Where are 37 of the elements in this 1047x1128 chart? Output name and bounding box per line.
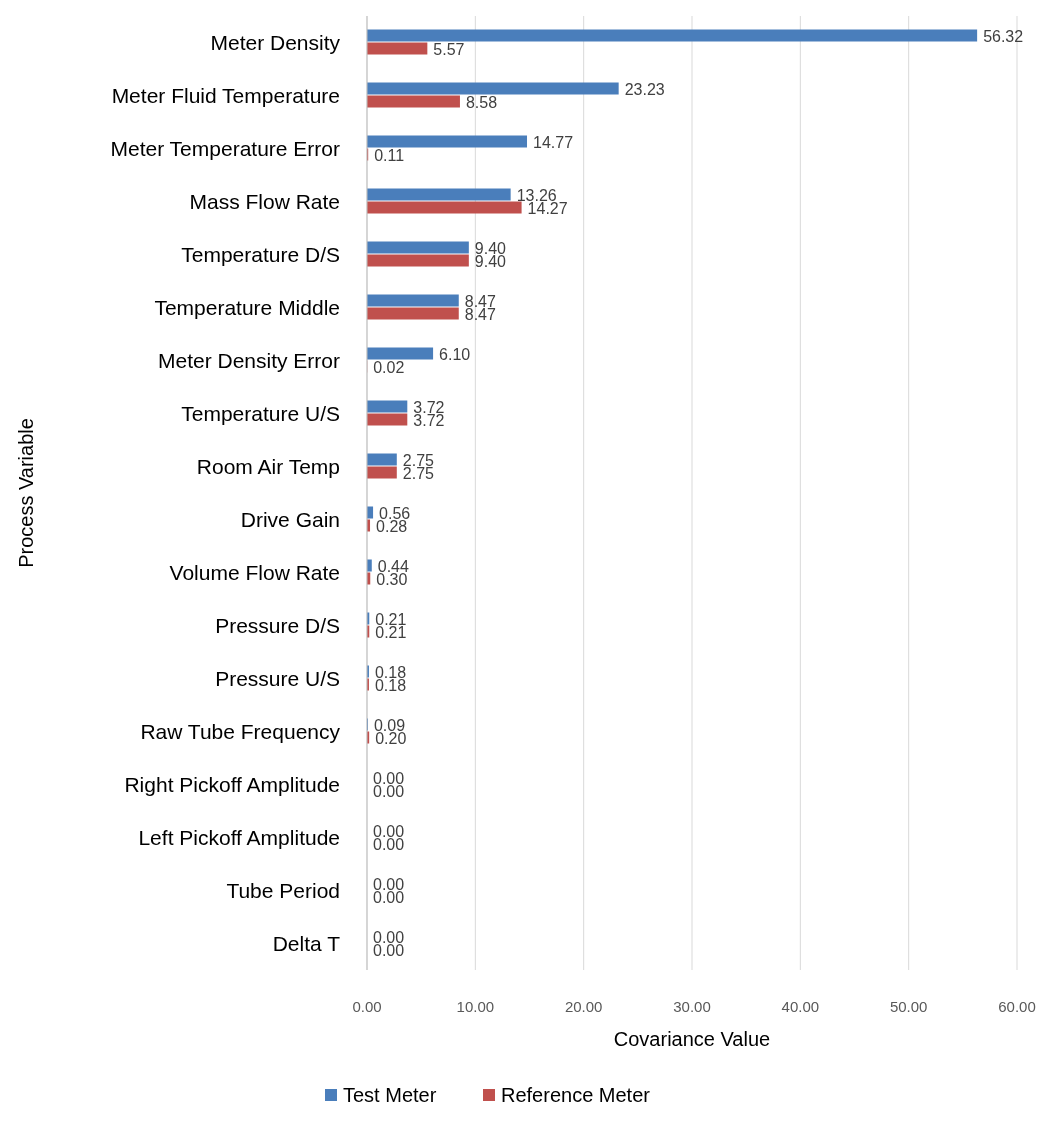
y-tick-label: Meter Fluid Temperature <box>111 84 340 107</box>
data-label: 56.32 <box>983 27 1024 45</box>
data-label: 5.57 <box>433 40 465 58</box>
x-tick-label: 20.00 <box>564 998 603 1015</box>
y-tick-label: Delta T <box>272 932 341 955</box>
data-label: 0.11 <box>374 146 405 164</box>
y-tick-label: Tube Period <box>226 879 340 902</box>
data-label: 8.58 <box>465 93 498 111</box>
y-tick-label: Meter Temperature Error <box>110 137 340 160</box>
y-tick-label: Pressure U/S <box>215 667 340 690</box>
data-label: 0.02 <box>373 358 405 376</box>
y-tick-label: Room Air Temp <box>196 455 340 478</box>
legend-label: Reference Meter <box>501 1084 651 1106</box>
y-tick-label: Right Pickoff Amplitude <box>124 773 340 796</box>
x-tick-label: 10.00 <box>456 998 495 1015</box>
y-tick-label: Meter Density Error <box>157 349 340 372</box>
y-tick-label: Temperature U/S <box>181 402 340 425</box>
data-label: 14.77 <box>533 133 574 151</box>
y-tick-label: Meter Density <box>210 31 341 54</box>
x-tick-label: 60.00 <box>998 998 1036 1015</box>
x-tick-label: 40.00 <box>781 998 820 1015</box>
y-tick-label: Left Pickoff Amplitude <box>138 826 340 849</box>
x-tick-label: 50.00 <box>889 998 928 1015</box>
legend-label: Test Meter <box>343 1084 437 1106</box>
x-tick-label: 30.00 <box>673 998 711 1015</box>
data-label: 23.23 <box>624 80 665 98</box>
x-tick-label: 0.00 <box>352 998 382 1015</box>
y-tick-label: Pressure D/S <box>215 614 340 637</box>
y-axis-title: Process Variable <box>15 418 37 568</box>
y-tick-label: Drive Gain <box>240 508 340 531</box>
x-axis-title: Covariance Value <box>613 1028 771 1050</box>
y-tick-label: Volume Flow Rate <box>169 561 340 584</box>
y-tick-label: Mass Flow Rate <box>189 190 340 213</box>
data-label: 6.10 <box>439 345 471 363</box>
y-tick-label: Temperature Middle <box>154 296 340 319</box>
y-tick-label: Raw Tube Frequency <box>140 720 341 743</box>
y-tick-label: Temperature D/S <box>181 243 340 266</box>
